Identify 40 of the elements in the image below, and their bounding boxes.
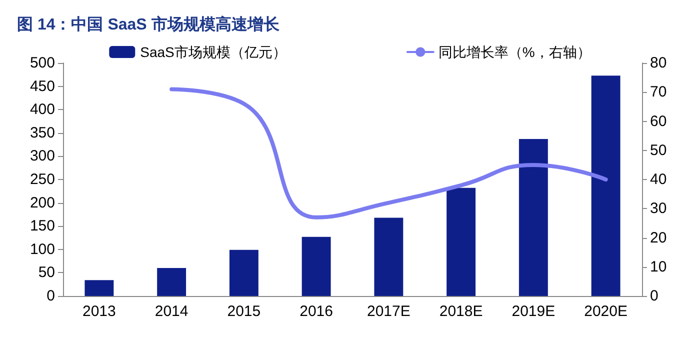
legend-label: 同比增长率（%，右轴）: [438, 44, 591, 60]
y-tick-label: 150: [30, 218, 55, 235]
legend-label: SaaS市场规模（亿元）: [140, 44, 286, 60]
y-tick-label: 500: [30, 54, 55, 72]
x-tick-label: 2015: [227, 303, 261, 320]
bar: [229, 250, 258, 296]
bar: [157, 268, 186, 296]
y-tick-label: 100: [30, 240, 55, 258]
x-tick-label: 2020E: [584, 303, 628, 320]
bar: [84, 280, 114, 296]
y-tick-label: 350: [30, 124, 55, 142]
y2-tick-label: 0: [650, 288, 658, 304]
y2-tick-label: 30: [650, 200, 667, 218]
bar: [591, 76, 620, 296]
bar: [374, 218, 404, 296]
x-tick-label: 2014: [154, 303, 188, 320]
bar: [518, 138, 548, 296]
y2-tick-label: 10: [650, 258, 667, 276]
chart-title: 图 14：中国 SaaS 市场规模高速增长: [17, 14, 280, 34]
y-tick-label: 400: [30, 101, 55, 118]
x-tick-label: 2017E: [367, 303, 410, 320]
x-tick-label: 2018E: [439, 303, 483, 320]
y2-tick-label: 80: [650, 54, 667, 72]
y-tick-label: 50: [38, 264, 55, 282]
bar: [302, 236, 331, 296]
y2-tick-label: 60: [650, 112, 667, 130]
y-tick-label: 250: [30, 171, 55, 188]
y2-tick-label: 70: [650, 84, 667, 101]
x-tick-label: 2013: [82, 303, 116, 320]
y-tick-label: 200: [30, 194, 55, 212]
y-tick-label: 450: [30, 78, 55, 95]
line-series: [170, 87, 608, 220]
y2-tick-label: 40: [650, 171, 667, 188]
y2-tick-label: 20: [650, 229, 667, 246]
x-tick-label: 2019E: [512, 303, 556, 320]
y2-tick-label: 50: [650, 142, 667, 159]
y-tick-label: 300: [30, 148, 55, 165]
bar: [446, 188, 476, 296]
y-tick-label: 0: [46, 288, 55, 304]
x-tick-label: 2016: [300, 303, 333, 320]
